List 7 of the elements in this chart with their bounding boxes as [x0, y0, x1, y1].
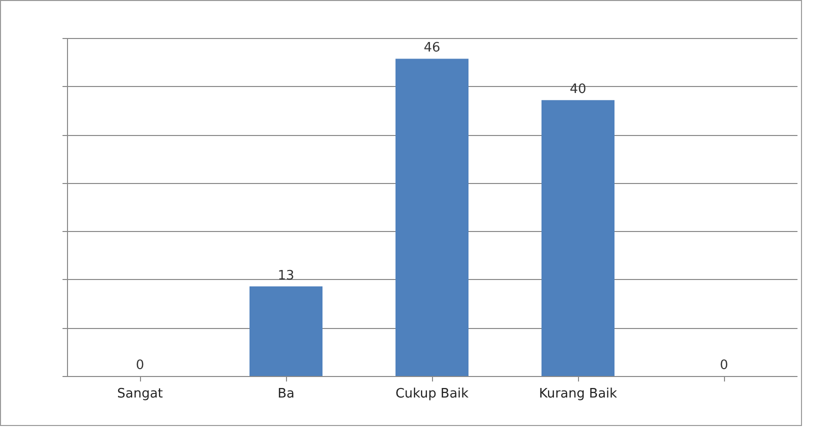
x-tick-label: Ba	[278, 386, 294, 402]
x-tick-label: Kurang Baik	[538, 386, 618, 402]
data-label: 0	[136, 358, 144, 373]
x-tick-label: Cukup Baik	[395, 386, 470, 402]
data-label: 0	[720, 358, 728, 373]
x-tick-label: Sangat	[117, 386, 163, 402]
data-label: 46	[424, 40, 440, 56]
